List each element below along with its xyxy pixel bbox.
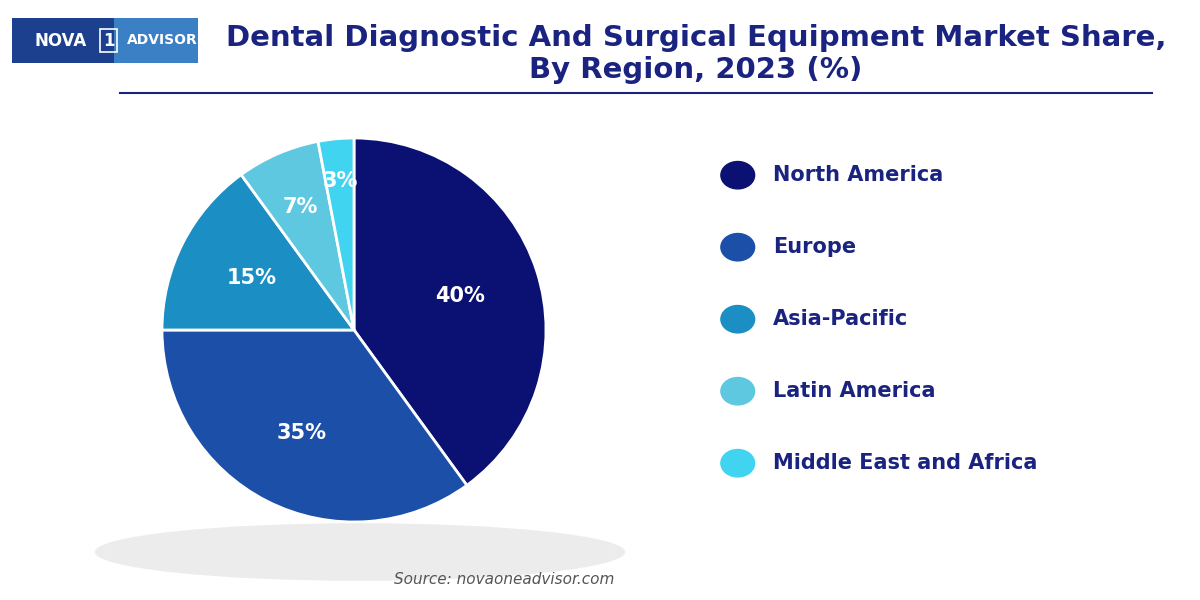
Wedge shape <box>162 330 467 522</box>
Ellipse shape <box>95 523 625 581</box>
Circle shape <box>721 233 755 261</box>
Circle shape <box>721 305 755 333</box>
Text: Europe: Europe <box>773 237 857 257</box>
Circle shape <box>721 377 755 405</box>
Text: North America: North America <box>773 165 943 185</box>
Wedge shape <box>354 138 546 485</box>
Text: 7%: 7% <box>283 197 318 217</box>
Bar <box>114 18 198 63</box>
Text: 1: 1 <box>103 31 114 49</box>
Text: 35%: 35% <box>277 422 326 443</box>
Bar <box>12 18 114 63</box>
Text: 40%: 40% <box>434 286 485 305</box>
Text: Dental Diagnostic And Surgical Equipment Market Share,
By Region, 2023 (%): Dental Diagnostic And Surgical Equipment… <box>226 24 1166 85</box>
Circle shape <box>721 161 755 189</box>
Text: Middle East and Africa: Middle East and Africa <box>773 453 1038 473</box>
Circle shape <box>721 449 755 477</box>
Text: 15%: 15% <box>227 268 276 288</box>
Text: Source: novaoneadvisor.com: Source: novaoneadvisor.com <box>394 572 614 587</box>
Text: Latin America: Latin America <box>773 381 936 401</box>
Text: 3%: 3% <box>323 171 358 191</box>
Wedge shape <box>162 175 354 330</box>
Text: Asia-Pacific: Asia-Pacific <box>773 309 908 329</box>
Text: ADVISOR: ADVISOR <box>127 34 198 47</box>
Wedge shape <box>241 142 354 330</box>
Text: NOVA: NOVA <box>35 31 86 49</box>
Wedge shape <box>318 138 354 330</box>
